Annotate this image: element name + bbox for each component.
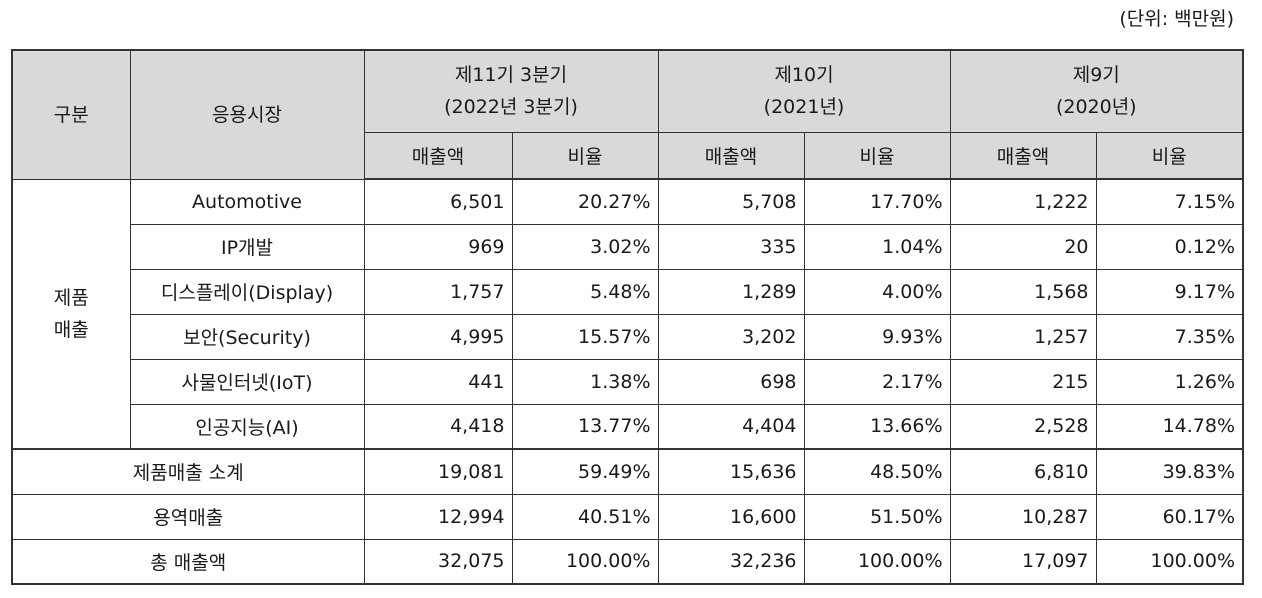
value-cell: 969	[363, 223, 513, 270]
header-sales: 매출액	[657, 131, 805, 180]
value-cell: 32,236	[657, 538, 805, 585]
table-row: 제품 매출 Automotive 6,501 20.27% 5,708 17.7…	[11, 178, 1244, 450]
value-cell: 48.50%	[803, 448, 951, 495]
sales-by-market-table: 구분 응용시장 제11기 3분기 (2022년 3분기) 제10기 (2021년…	[11, 49, 1245, 585]
unit-label: (단위: 백만원)	[1119, 8, 1234, 30]
period-label: 제9기	[1072, 64, 1120, 87]
value-cell: 17.70%	[803, 178, 951, 225]
market-cell: 인공지능(AI)	[129, 403, 365, 450]
header-period-2021: 제10기 (2021년)	[657, 49, 951, 133]
header-ratio: 비율	[1095, 131, 1244, 180]
table-row: 디스플레이(Display) 1,757 5.48% 1,289 4.00% 1…	[12, 268, 1244, 315]
summary-label: 용역매출	[11, 493, 365, 540]
market-cell: IP개발	[129, 223, 365, 270]
value-cell: 12,994	[363, 493, 513, 540]
table-row: 보안(Security) 4,995 15.57% 3,202 9.93% 1,…	[12, 313, 1244, 360]
value-cell: 13.77%	[511, 403, 659, 450]
header-period-2020: 제9기 (2020년)	[949, 49, 1244, 133]
value-cell: 1,222	[949, 178, 1097, 225]
period-year: (2021년)	[763, 96, 845, 119]
value-cell: 2,528	[949, 403, 1097, 450]
value-cell: 3.02%	[511, 223, 659, 270]
value-cell: 1,757	[363, 268, 513, 315]
value-cell: 5,708	[657, 178, 805, 225]
category-label: 제품	[53, 286, 89, 309]
summary-label: 총 매출액	[11, 538, 365, 585]
value-cell: 6,810	[949, 448, 1097, 495]
value-cell: 15.57%	[511, 313, 659, 360]
category-label: 매출	[53, 318, 89, 341]
summary-row-total-sales: 총 매출액 32,075 100.00% 32,236 100.00% 17,0…	[11, 538, 1244, 585]
value-cell: 15,636	[657, 448, 805, 495]
summary-label: 제품매출 소계	[11, 448, 365, 495]
value-cell: 2.17%	[803, 358, 951, 405]
period-label: 제10기	[774, 64, 834, 87]
period-year: (2022년 3분기)	[444, 96, 578, 119]
value-cell: 335	[657, 223, 805, 270]
header-ratio: 비율	[511, 131, 659, 180]
value-cell: 59.49%	[511, 448, 659, 495]
value-cell: 5.48%	[511, 268, 659, 315]
value-cell: 1,568	[949, 268, 1097, 315]
market-cell: 디스플레이(Display)	[129, 268, 365, 315]
value-cell: 100.00%	[803, 538, 951, 585]
value-cell: 19,081	[363, 448, 513, 495]
value-cell: 13.66%	[803, 403, 951, 450]
value-cell: 40.51%	[511, 493, 659, 540]
value-cell: 1.04%	[803, 223, 951, 270]
header-sales: 매출액	[949, 131, 1097, 180]
value-cell: 1,289	[657, 268, 805, 315]
period-year: (2020년)	[1055, 96, 1137, 119]
value-cell: 51.50%	[803, 493, 951, 540]
market-cell: 보안(Security)	[129, 313, 365, 360]
table-row: 인공지능(AI) 4,418 13.77% 4,404 13.66% 2,528…	[12, 403, 1244, 450]
value-cell: 4.00%	[803, 268, 951, 315]
category-product-sales: 제품 매출	[11, 178, 131, 450]
value-cell: 20.27%	[511, 178, 659, 225]
header-sales: 매출액	[363, 131, 513, 180]
value-cell: 100.00%	[1095, 538, 1244, 585]
value-cell: 6,501	[363, 178, 513, 225]
value-cell: 10,287	[949, 493, 1097, 540]
value-cell: 698	[657, 358, 805, 405]
value-cell: 4,995	[363, 313, 513, 360]
value-cell: 9.17%	[1095, 268, 1244, 315]
value-cell: 100.00%	[511, 538, 659, 585]
market-cell: 사물인터넷(IoT)	[129, 358, 365, 405]
value-cell: 7.35%	[1095, 313, 1244, 360]
value-cell: 7.15%	[1095, 178, 1244, 225]
value-cell: 17,097	[949, 538, 1097, 585]
value-cell: 14.78%	[1095, 403, 1244, 450]
header-market: 응용시장	[129, 49, 365, 180]
value-cell: 20	[949, 223, 1097, 270]
header-period-q3-2022: 제11기 3분기 (2022년 3분기)	[363, 49, 659, 133]
value-cell: 4,404	[657, 403, 805, 450]
header-ratio: 비율	[803, 131, 951, 180]
value-cell: 441	[363, 358, 513, 405]
value-cell: 32,075	[363, 538, 513, 585]
value-cell: 4,418	[363, 403, 513, 450]
summary-row-service-sales: 용역매출 12,994 40.51% 16,600 51.50% 10,287 …	[11, 493, 1244, 540]
period-label: 제11기 3분기	[454, 64, 568, 87]
value-cell: 3,202	[657, 313, 805, 360]
value-cell: 1.38%	[511, 358, 659, 405]
summary-row-product-subtotal: 제품매출 소계 19,081 59.49% 15,636 48.50% 6,81…	[11, 448, 1244, 495]
table-row: 사물인터넷(IoT) 441 1.38% 698 2.17% 215 1.26%	[12, 358, 1244, 405]
table-row: IP개발 969 3.02% 335 1.04% 20 0.12%	[12, 223, 1244, 270]
value-cell: 1,257	[949, 313, 1097, 360]
value-cell: 9.93%	[803, 313, 951, 360]
value-cell: 60.17%	[1095, 493, 1244, 540]
value-cell: 1.26%	[1095, 358, 1244, 405]
value-cell: 16,600	[657, 493, 805, 540]
value-cell: 39.83%	[1095, 448, 1244, 495]
value-cell: 0.12%	[1095, 223, 1244, 270]
header-category: 구분	[11, 49, 131, 180]
market-cell: Automotive	[129, 178, 365, 225]
value-cell: 215	[949, 358, 1097, 405]
